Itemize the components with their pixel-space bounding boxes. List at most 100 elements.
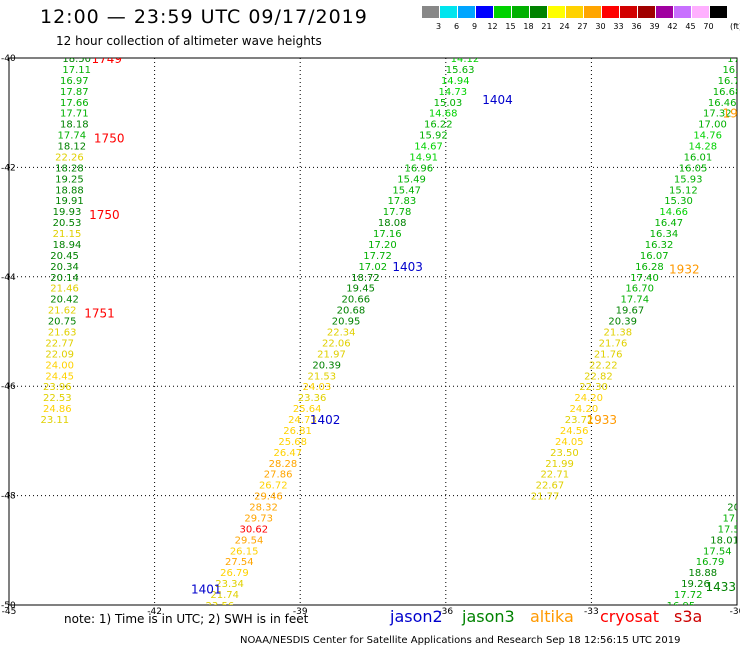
wave-height-value: 20.53 [53, 218, 82, 229]
wave-height-value: 20.34 [50, 262, 79, 273]
wave-height-value: 20.75 [48, 317, 77, 328]
y-tick-label: -48 [1, 492, 16, 502]
wave-height-value: 19.91 [55, 196, 84, 207]
wave-height-value: 16.97 [60, 76, 89, 87]
wave-height-value: 18.01 [710, 535, 739, 546]
wave-height-value: 27.86 [264, 470, 293, 481]
x-tick-label: -33 [584, 607, 599, 617]
legend-label: 18 [523, 22, 534, 31]
wave-height-value: 22.26 [55, 152, 84, 163]
wave-height-value: 21.62 [48, 306, 77, 317]
wave-height-value: 18.18 [60, 120, 89, 131]
wave-height-value: 14.67 [414, 142, 443, 153]
wave-height-value: 17.54 [703, 546, 732, 557]
wave-height-value: 26.47 [274, 448, 303, 459]
wave-height-value: 18.88 [55, 185, 84, 196]
wave-height-value: 21.15 [53, 229, 82, 240]
data-layer: 18.5017.1116.9717.8717.6617.7118.1817.74… [41, 54, 740, 645]
wave-height-value: 16.70 [625, 284, 654, 295]
wave-height-value: 17.72 [674, 590, 703, 601]
wave-height-value: 19.45 [346, 284, 375, 295]
pass-time-label: 1751 [84, 306, 115, 320]
wave-height-value: 17.87 [60, 87, 89, 98]
wave-height-value: 24.20 [570, 404, 599, 415]
wave-height-value: 24.03 [303, 382, 332, 393]
wave-height-value: 14.94 [441, 76, 470, 87]
wave-height-value: 18.08 [378, 218, 407, 229]
x-tick-label: -36 [438, 607, 453, 617]
wave-height-value: 24.56 [560, 426, 589, 437]
wave-height-value: 22.22 [589, 360, 618, 371]
wave-height-value: 16.01 [684, 152, 713, 163]
wave-height-value: 24.86 [43, 404, 72, 415]
wave-height-value: 21.38 [604, 328, 633, 339]
y-tick-label: -42 [1, 163, 16, 173]
wave-height-value: 26.81 [283, 426, 312, 437]
wave-height-value: 14.73 [439, 87, 468, 98]
wave-height-value: 17.83 [388, 196, 417, 207]
wave-height-value: 19.26 [681, 579, 710, 590]
wave-height-value: 22.06 [322, 338, 351, 349]
legend-swatch [584, 6, 601, 18]
wave-height-value: 16.47 [654, 218, 683, 229]
wave-height-value: 22.09 [45, 349, 74, 360]
legend-swatch [656, 6, 673, 18]
legend-swatch [530, 6, 547, 18]
wave-height-value: 20.39 [312, 360, 341, 371]
wave-height-value: 14.91 [409, 152, 438, 163]
legend-label: 21 [541, 22, 552, 31]
pass-time-label: 1750 [94, 131, 125, 145]
legend-label: 45 [685, 22, 696, 31]
legend-label: 24 [559, 22, 570, 31]
wave-height-value: 15.93 [674, 174, 703, 185]
wave-height-value: 20.66 [341, 295, 370, 306]
wave-height-value: 21.77 [531, 492, 560, 503]
wave-height-value: 18.94 [53, 240, 82, 251]
wave-height-value: 25.64 [293, 404, 322, 415]
wave-height-value: 16.68 [713, 87, 740, 98]
wave-height-value: 17.02 [358, 262, 387, 273]
wave-height-value: 17.00 [698, 120, 727, 131]
wave-height-value: 19.93 [53, 207, 82, 218]
wave-height-value: 21.99 [545, 459, 574, 470]
wave-height-value: 18.50 [62, 54, 91, 65]
plot-frame [8, 57, 738, 606]
wave-height-value: 18.28 [55, 163, 84, 174]
wave-height-value: 17.51 [718, 524, 740, 535]
wave-height-value: 15.47 [392, 185, 421, 196]
legend-label: 12 [487, 22, 498, 31]
wave-height-value: 26.15 [230, 546, 259, 557]
wave-height-value: 17.40 [630, 273, 659, 284]
wave-height-value: 22.34 [327, 328, 356, 339]
wave-height-value: 23.34 [215, 579, 244, 590]
legend-swatch [512, 6, 529, 18]
legend-swatch [476, 6, 493, 18]
legend-label: 27 [577, 22, 588, 31]
satellite-label-jason2: jason2 [390, 607, 443, 626]
wave-height-value: 20.39 [608, 317, 637, 328]
legend-label: 6 [453, 22, 460, 31]
wave-height-value: 22.71 [540, 470, 569, 481]
pass-time-label: 1403 [392, 260, 423, 274]
wave-height-value: 29.73 [244, 513, 273, 524]
legend-label: 30 [595, 22, 606, 31]
legend-swatch [638, 6, 655, 18]
wave-height-value: 14.12 [451, 54, 480, 65]
legend-swatch [440, 6, 457, 18]
wave-height-value: 17.47 [722, 513, 740, 524]
pass-time-label: 1401 [191, 583, 222, 597]
wave-height-value: 23.56 [206, 601, 235, 612]
legend-swatch [548, 6, 565, 18]
wave-height-value: 17.32 [703, 109, 732, 120]
wave-height-value: 16.05 [679, 163, 708, 174]
wave-height-value: 21.84 [191, 634, 220, 645]
wave-height-value: 21.74 [210, 590, 239, 601]
legend-swatch [620, 6, 637, 18]
wave-height-value: 17.16 [373, 229, 402, 240]
y-tick-label: -44 [1, 273, 16, 283]
legend-label: 42 [667, 22, 678, 31]
wave-height-value: 22.30 [579, 382, 608, 393]
wave-height-value: 17.66 [60, 98, 89, 109]
satellite-label-cryosat: cryosat [600, 607, 660, 626]
